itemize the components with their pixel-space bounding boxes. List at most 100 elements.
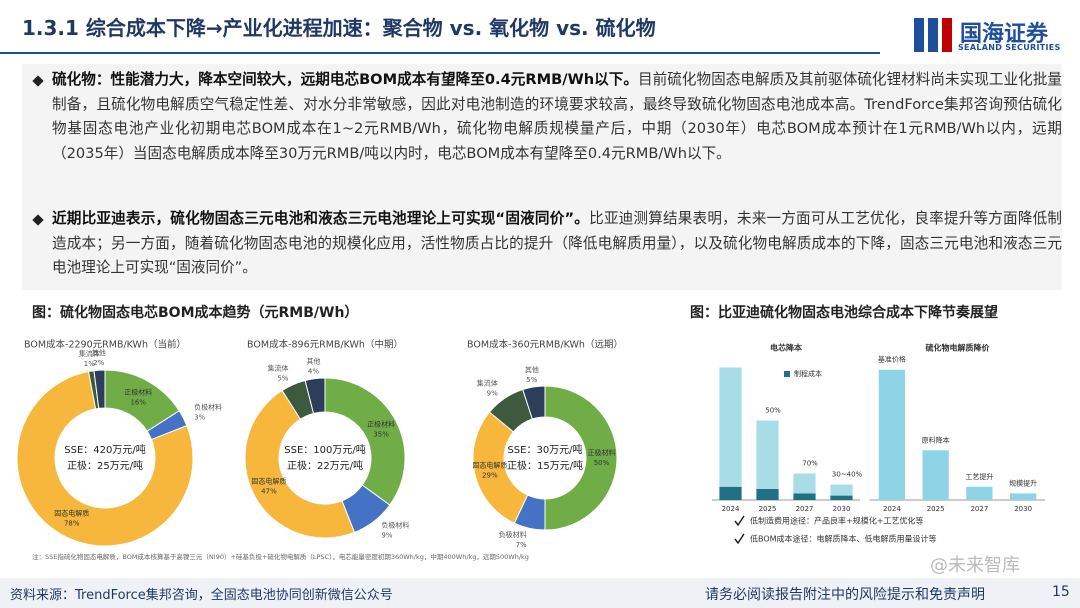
annotation: 工艺提升	[965, 472, 993, 481]
segment-value-label: 35%	[373, 430, 389, 438]
figure-title: 图：硫化物固态电芯BOM成本趋势（元RMB/Wh）	[32, 304, 358, 321]
center-text: SSE：420万元/吨	[64, 443, 145, 456]
bar	[830, 495, 853, 500]
segment-label: 固态电解质	[472, 460, 507, 469]
segment-value-label: 9%	[487, 390, 498, 398]
check-icon	[734, 533, 745, 545]
segment-label: 集流体	[79, 349, 100, 358]
segment-value-label: 4%	[308, 368, 319, 376]
segment-label: 正极材料	[588, 448, 616, 457]
figure-note: 低BOM成本途径：电解质降本、低电解质用量设计等	[750, 534, 937, 544]
x-tick-label: 2025	[759, 505, 777, 513]
annotation: 原料降本	[922, 435, 950, 444]
segment-label: 负极材料	[499, 530, 527, 539]
segment-label: 其他	[306, 357, 320, 366]
x-tick-label: 2030	[1014, 505, 1032, 513]
x-tick-label: 2027	[970, 505, 988, 513]
bar	[756, 420, 779, 489]
bullet-lead: 近期比亚迪表示，硫化物固态三元电池和液态三元电池理论上可实现“固液同价”。	[52, 210, 590, 227]
bar	[966, 486, 993, 500]
chart-subtitle: BOM成本-896元RMB/KWh（中期）	[247, 339, 403, 351]
bar	[793, 473, 816, 494]
bar	[1010, 493, 1037, 500]
bullet-paragraph: 硫化物：性能潜力大，降本空间较大，远期电芯BOM成本有望降至0.4元RMB/Wh…	[52, 68, 1062, 166]
check-icon	[734, 515, 745, 527]
segment-label: 集流体	[267, 364, 288, 373]
segment-value-label: 29%	[482, 471, 498, 479]
x-tick-label: 2024	[722, 505, 740, 513]
bar	[719, 367, 742, 487]
donut-segment	[304, 377, 326, 415]
figure-note: 低制造费用途径：产品良率+规模化+工艺优化等	[750, 516, 923, 526]
x-tick-label: 2024	[883, 505, 901, 513]
annotation: 规模提升	[1009, 478, 1037, 487]
donut-segment	[93, 369, 106, 409]
bullet-lead: 硫化物：性能潜力大，降本空间较大，远期电芯BOM成本有望降至0.4元RMB/Wh…	[52, 71, 638, 88]
footer-bar	[0, 578, 1080, 608]
chart-subtitle: BOM成本-2290元RMB/KWh（当前）	[24, 339, 186, 351]
donut-segment	[324, 377, 406, 506]
legend-swatch	[784, 371, 790, 377]
bar	[922, 450, 949, 500]
legend-label: 制程成本	[794, 369, 822, 378]
segment-label: 负极材料	[194, 403, 222, 412]
text-box	[22, 64, 1062, 290]
segment-label: 其他	[92, 348, 106, 357]
center-text: SSE：30万元/吨	[507, 443, 582, 456]
logo-text: 国海证券	[960, 22, 1049, 47]
donut-segment	[16, 370, 194, 547]
slide-title: 1.3.1 综合成本下降→产业化进程加速：聚合物 vs. 氧化物 vs. 硫化物	[22, 16, 656, 40]
segment-value-label: 78%	[64, 519, 80, 527]
segment-label: 固态电解质	[251, 477, 286, 486]
figures: 图：硫化物固态电芯BOM成本趋势（元RMB/Wh） 图：比亚迪硫化物固态电池综合…	[16, 304, 1045, 576]
x-tick-label: 2025	[927, 505, 945, 513]
chart-title: 硫化物电解质降价	[926, 343, 991, 353]
segment-value-label: 5%	[277, 375, 288, 383]
bar	[793, 493, 816, 500]
bar	[830, 484, 853, 496]
bullet-paragraph: 近期比亚迪表示，硫化物固态三元电池和液态三元电池理论上可实现“固液同价”。比亚迪…	[52, 207, 1062, 281]
donut-segment	[522, 385, 546, 420]
segment-value-label: 5%	[526, 376, 537, 384]
logo-subtext: SEALAND SECURITIES	[958, 43, 1061, 52]
segment-value-label: 1%	[84, 360, 95, 368]
logo-icon	[914, 18, 952, 52]
header-rule	[0, 52, 880, 54]
chart-subtitle: BOM成本-360元RMB/KWh（远期）	[467, 339, 623, 351]
segment-label: 其他	[525, 365, 539, 374]
bar	[719, 486, 742, 500]
segment-value-label: 2%	[93, 359, 104, 367]
center-text: 正极：25万元/吨	[67, 459, 143, 472]
figure-title: 图：比亚迪硫化物固态电池综合成本下降节奏展望	[690, 304, 998, 321]
segment-label: 正极材料	[124, 388, 152, 397]
x-tick-label: 2030	[833, 505, 851, 513]
center-text: SSE：100万元/吨	[284, 443, 365, 456]
x-tick-label: 2027	[796, 505, 814, 513]
chart-title: 电芯降本	[770, 343, 802, 353]
center-text: 正极：15万元/吨	[507, 459, 583, 472]
segment-label: 集流体	[477, 379, 498, 388]
segment-label: 负极材料	[381, 521, 409, 530]
segment-value-label: 3%	[194, 414, 205, 422]
donut-segment	[244, 389, 356, 539]
segment-value-label: 16%	[130, 399, 146, 407]
segment-label: 正极材料	[367, 419, 395, 428]
bullet-text: 比亚迪测算结果表明，未来一方面可从工艺优化，良率提升等方面降低制造成本；另一方面…	[52, 210, 1062, 276]
annotation: 70%	[802, 460, 818, 468]
disclaimer: 请务必阅读报告附注中的风险提示和免责声明	[705, 587, 985, 603]
source-text: 资料来源：TrendForce集邦咨询，全固态电池协同创新微信公众号	[10, 588, 393, 603]
segment-value-label: 7%	[516, 541, 527, 549]
segment-value-label: 50%	[594, 459, 610, 467]
bar	[756, 488, 779, 500]
page-number: 15	[1052, 584, 1070, 600]
segment-label: 固态电解质	[54, 508, 89, 517]
donut-segment	[544, 385, 618, 531]
annotation: 50%	[765, 407, 781, 415]
center-text: 正极：22万元/吨	[287, 459, 363, 472]
annotation: 30~40%	[832, 471, 863, 479]
figure-note: 注：SSE指硫化物固态电解质，BOM成本核算基于高镍三元（NI90）+硅基负极+…	[32, 552, 529, 561]
segment-value-label: 9%	[381, 532, 392, 540]
bullet-text: 目前硫化物固态电解质及其前驱体硫化锂材料尚未实现工业化批量制备，且硫化物电解质空…	[52, 71, 1062, 162]
segment-value-label: 47%	[261, 488, 277, 496]
